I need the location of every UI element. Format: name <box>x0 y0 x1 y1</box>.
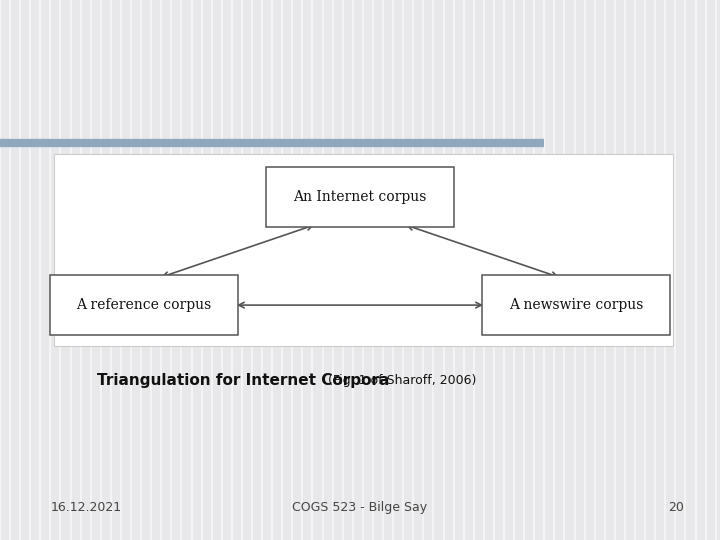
Text: A newswire corpus: A newswire corpus <box>509 298 643 312</box>
Text: 20: 20 <box>668 501 684 514</box>
Text: Triangulation for Internet Corpora: Triangulation for Internet Corpora <box>97 373 390 388</box>
FancyBboxPatch shape <box>50 275 238 335</box>
Text: A reference corpus: A reference corpus <box>76 298 212 312</box>
Text: COGS 523 - Bilge Say: COGS 523 - Bilge Say <box>292 501 428 514</box>
FancyBboxPatch shape <box>482 275 670 335</box>
Text: (Fig. 1 of Sharoff, 2006): (Fig. 1 of Sharoff, 2006) <box>324 374 477 387</box>
FancyBboxPatch shape <box>54 154 673 346</box>
FancyBboxPatch shape <box>266 167 454 227</box>
Text: An Internet corpus: An Internet corpus <box>293 190 427 204</box>
Text: 16.12.2021: 16.12.2021 <box>50 501 122 514</box>
